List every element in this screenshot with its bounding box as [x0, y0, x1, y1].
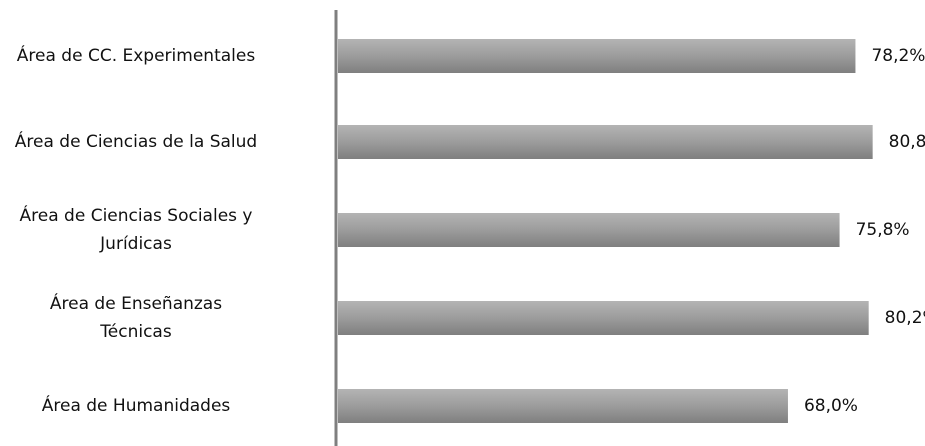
category-label-4: Área de Enseñanzas Técnicas	[49, 294, 223, 342]
bar-1	[338, 39, 856, 73]
value-label-5: 68,0%	[803, 396, 858, 416]
bar-5	[338, 389, 788, 423]
bar-4	[338, 301, 869, 335]
value-label-1: 78,2%	[871, 46, 925, 66]
value-label-2: 80,8%	[888, 132, 925, 152]
bars-group	[338, 39, 873, 423]
value-label-4: 80,2%	[884, 308, 925, 328]
category-label-3: Área de Ciencias Sociales y Jurídicas	[19, 206, 253, 254]
category-label-5: Área de Humanidades	[41, 396, 231, 416]
category-label-2: Área de Ciencias de la Salud	[14, 132, 258, 152]
value-label-3: 75,8%	[855, 220, 910, 240]
bar-2	[338, 125, 873, 159]
bar-3	[338, 213, 840, 247]
category-label-1: Área de CC. Experimentales	[16, 46, 256, 66]
